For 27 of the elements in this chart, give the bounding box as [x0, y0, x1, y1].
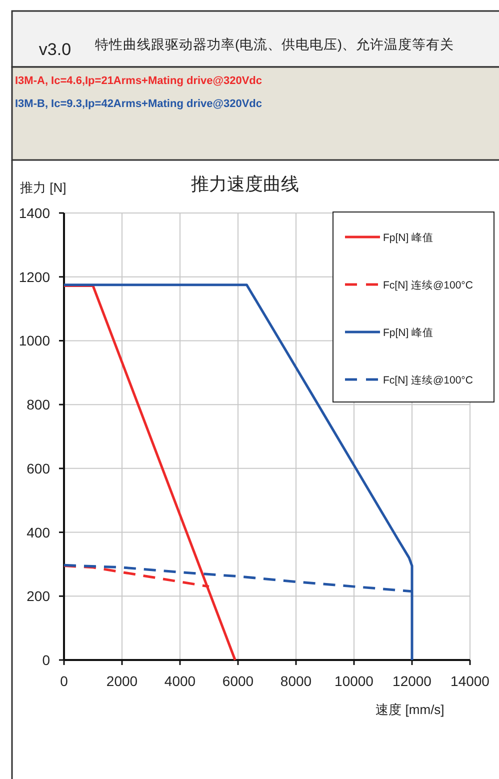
- text: v3.0: [38, 40, 72, 59]
- chart-title: 推力速度曲线: [191, 174, 299, 194]
- x-tick-label: 2000: [106, 673, 138, 689]
- legend-label: Fc[N] 连续@100°C: [383, 374, 474, 386]
- text: 特性曲线跟驱动器功率(电流、供电电压)、允许温度等有关: [95, 37, 454, 52]
- y-tick-label: 600: [26, 460, 50, 476]
- legend-label: Fp[N] 峰值: [383, 232, 434, 244]
- x-tick-label: 10000: [334, 673, 374, 689]
- y-tick-label: 1200: [18, 268, 50, 285]
- legend-label: Fc[N] 连续@100°C: [383, 278, 474, 292]
- x-axis-title: 速度 [mm/s]: [376, 702, 444, 717]
- x-tick-label: 6000: [222, 673, 254, 689]
- y-axis-title: 推力 [N]: [20, 180, 66, 195]
- x-tick-label: 12000: [392, 673, 432, 689]
- text: I3M-B, Ic=9.3,Ip=42Arms+Mating drive@320Vdc: [15, 98, 262, 110]
- x-tick-label: 4000: [164, 673, 196, 689]
- text: I3M-A, Ic=4.6,Ip=21Arms+Mating drive@320Vdc: [15, 75, 262, 87]
- y-tick-label: 200: [26, 588, 50, 604]
- y-tick-label: 0: [42, 652, 50, 668]
- x-tick-label: 8000: [280, 673, 312, 689]
- y-tick-label: 1000: [18, 332, 50, 349]
- legend-label: Fp[N] 峰值: [383, 327, 434, 339]
- x-tick-label: 14000: [450, 673, 490, 689]
- y-tick-label: 800: [26, 396, 50, 413]
- y-tick-label: 1400: [18, 205, 50, 221]
- y-tick-label: 400: [26, 524, 50, 540]
- x-tick-label: 0: [60, 673, 68, 689]
